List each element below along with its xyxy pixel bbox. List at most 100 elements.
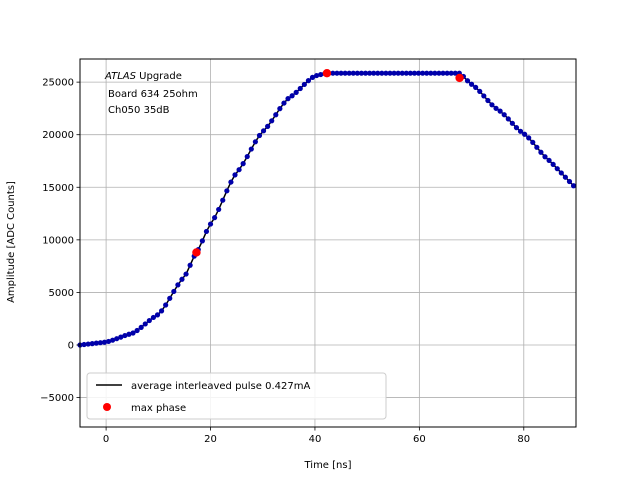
pulse-sample-point	[477, 88, 483, 95]
y-axis-title: Amplitude [ADC Counts]	[6, 181, 17, 303]
pulse-sample-point	[130, 330, 136, 336]
pulse-sample-point	[534, 144, 540, 150]
y-tick-label: 20000	[42, 130, 74, 141]
pulse-sample-point	[220, 197, 226, 203]
pulse-sample-point	[330, 70, 336, 76]
data-layer	[77, 68, 577, 348]
x-tick-label: 0	[103, 434, 109, 445]
pulse-sample-point	[428, 70, 434, 76]
pulse-sample-point	[452, 70, 458, 76]
pulse-sample-point	[346, 70, 352, 76]
pulse-sample-point	[269, 118, 275, 124]
pulse-sample-point	[260, 128, 267, 134]
pulse-sample-point	[358, 70, 365, 76]
annotation-block: ATLAS Upgrade Board 634 25ohm Ch050 35dB	[104, 71, 198, 116]
pulse-sample-point	[464, 78, 471, 84]
pulse-sample-point	[493, 105, 499, 111]
pulse-sample-point	[81, 341, 87, 348]
y-tick-label: 15000	[42, 183, 74, 194]
pulse-sample-point	[362, 70, 369, 76]
x-tick-label: 40	[309, 434, 322, 445]
pulse-sample-point	[468, 81, 475, 87]
legend-label-pulse: average interleaved pulse 0.427mA	[131, 381, 310, 392]
pulse-sample-point	[334, 70, 340, 76]
pulse-sample-point	[566, 178, 573, 185]
pulse-sample-point	[399, 70, 405, 76]
pulse-sample-point	[93, 340, 99, 346]
pulse-sample-point	[183, 271, 189, 277]
legend: average interleaved pulse 0.427mA max ph…	[86, 372, 387, 420]
pulse-sample-point	[281, 100, 287, 106]
pulse-sample-point	[444, 70, 450, 76]
pulse-sample-point	[297, 85, 303, 92]
pulse-sample-point	[481, 93, 487, 99]
pulse-sample-point	[562, 174, 568, 180]
pulse-sample-point	[448, 70, 454, 76]
pulse-sample-point	[440, 70, 446, 76]
pulse-sample-point	[375, 70, 381, 76]
pulse-sample-point	[517, 128, 524, 134]
pulse-sample-point	[134, 327, 140, 334]
pulse-sample-point	[179, 276, 185, 282]
pulse-sample-point	[371, 70, 377, 76]
pulse-sample-point	[105, 338, 112, 345]
pulse-sample-point	[415, 70, 422, 76]
pulse-sample-point	[277, 106, 283, 112]
pulse-sample-point	[407, 70, 413, 76]
pulse-sample-point	[305, 78, 312, 84]
pulse-sample-point	[403, 70, 409, 76]
pulse-sample-point	[110, 337, 116, 343]
legend-box	[86, 372, 387, 420]
pulse-sample-point	[473, 84, 479, 90]
pulse-sample-point	[101, 339, 108, 345]
pulse-sample-point	[85, 341, 91, 347]
x-tick-label: 80	[517, 434, 530, 445]
pulse-sample-point	[546, 157, 552, 164]
pulse-sample-point	[383, 70, 389, 76]
pulse-sample-point	[150, 314, 157, 321]
pulse-sample-point	[342, 70, 348, 76]
pulse-sample-point	[550, 161, 556, 168]
x-tick-label: 60	[413, 434, 426, 445]
x-tick-label: 20	[204, 434, 217, 445]
y-tick-label: 10000	[42, 235, 74, 246]
pulse-sample-point	[187, 262, 193, 268]
pulse-sample-point	[424, 70, 430, 76]
pulse-sample-point	[142, 321, 148, 327]
pulse-sample-point	[216, 206, 222, 213]
pulse-sample-point	[224, 188, 230, 194]
pulse-sample-point	[248, 146, 254, 152]
annotation-line-2: Board 634 25ohm	[108, 89, 198, 100]
pulse-sample-point	[252, 139, 258, 145]
pulse-sample-point	[203, 228, 210, 235]
pulse-sample-point	[114, 336, 120, 342]
pulse-sample-point	[313, 72, 320, 79]
annotation-line-1: ATLAS Upgrade	[104, 71, 182, 82]
pulse-sample-point	[338, 70, 344, 76]
pulse-sample-point	[256, 132, 263, 139]
pulse-sample-point	[158, 308, 165, 314]
pulse-sample-point	[199, 238, 205, 244]
pulse-sample-point	[538, 149, 544, 155]
pulse-sample-point	[505, 116, 511, 122]
pulse-sample-point	[354, 70, 360, 76]
pulse-sample-point	[542, 154, 548, 160]
pulse-sample-point	[212, 215, 218, 221]
pulse-sample-point	[301, 81, 307, 88]
pulse-sample-point	[138, 324, 144, 330]
annotation-line-3: Ch050 35dB	[108, 105, 170, 116]
max-phase-point	[322, 68, 332, 78]
pulse-sample-point	[379, 70, 385, 76]
pulse-sample-point	[236, 167, 242, 173]
pulse-sample-point	[558, 170, 564, 176]
pulse-sample-point	[89, 341, 95, 347]
plot-frame	[79, 58, 577, 428]
pulse-sample-point	[163, 302, 169, 308]
pulse-sample-point	[265, 123, 271, 129]
pulse-sample-point	[570, 183, 577, 189]
pulse-sample-point	[522, 131, 528, 137]
y-tick-label: 25000	[42, 78, 74, 89]
pulse-sample-point	[126, 331, 132, 337]
pulse-sample-point	[97, 340, 103, 346]
